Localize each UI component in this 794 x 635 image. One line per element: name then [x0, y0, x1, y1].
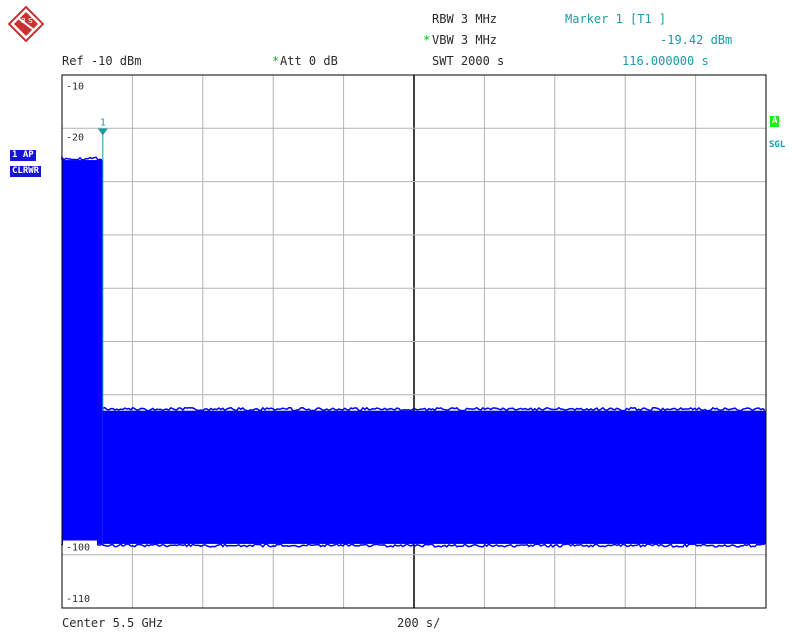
vbw-label: VBW 3 MHz — [432, 33, 498, 47]
sweep-mode-tag: SGL — [769, 140, 786, 150]
marker-triangle-icon — [97, 128, 108, 136]
marker-title: Marker 1 [T1 ] — [565, 12, 667, 26]
y-tick-label: -110 — [66, 594, 90, 605]
y-tick-label-bg — [63, 79, 90, 92]
y-tick-label-bg — [63, 591, 97, 604]
y-tick-label: -10 — [66, 81, 84, 92]
marker-layer: 1 — [97, 118, 108, 411]
screen-a-tag: A — [770, 116, 780, 127]
rs-diamond-icon: R S — [7, 5, 45, 43]
trace-noise-bottom — [102, 542, 766, 548]
y-tick-label: -100 — [66, 543, 90, 554]
y-tick-label: -20 — [66, 133, 84, 144]
marker-time: 116.000000 s — [622, 54, 709, 68]
ref-level-label: Ref -10 dBm — [62, 54, 142, 68]
trace-noise-top — [61, 155, 103, 161]
y-tick-labels: -10 -20 -100 -110 — [63, 79, 97, 605]
att-star: * — [272, 54, 280, 68]
trace-noise-top — [102, 406, 766, 412]
plot-frame — [61, 74, 767, 609]
marker-level: -19.42 dBm — [660, 33, 733, 47]
time-per-division-label: 200 s/ — [397, 616, 441, 630]
att-label: Att 0 dB — [280, 54, 338, 68]
center-frequency-label: Center 5.5 GHz — [62, 616, 164, 630]
trace-band — [62, 160, 103, 544]
vbw-star: * — [423, 33, 431, 47]
trace-tag: 1 AP — [10, 150, 36, 161]
trace-mode-tag: CLRWR — [10, 166, 42, 177]
brand-logo: R S — [7, 5, 45, 43]
swt-label: SWT 2000 s — [432, 54, 505, 68]
trace-band — [102, 410, 766, 544]
logo-text: R S — [21, 17, 33, 25]
y-tick-label-bg — [63, 130, 90, 143]
y-tick-label-bg — [63, 540, 97, 553]
trace-layer — [61, 155, 766, 548]
rbw-label: RBW 3 MHz — [432, 12, 498, 26]
marker-number: 1 — [100, 118, 106, 129]
